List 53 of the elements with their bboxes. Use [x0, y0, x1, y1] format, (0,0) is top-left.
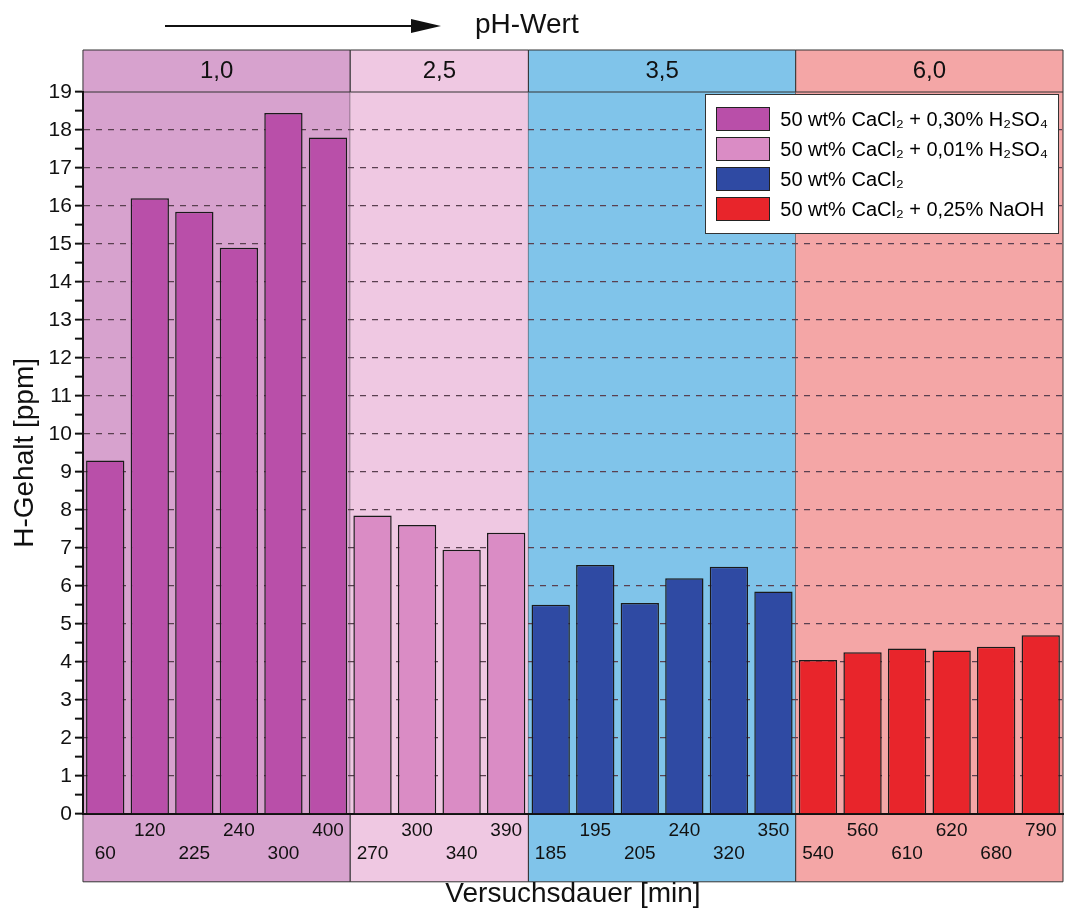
x-tick-label: 320: [713, 842, 745, 864]
y-tick-label: 8: [60, 496, 72, 520]
x-tick-label: 270: [356, 842, 389, 864]
y-tick-label: 5: [60, 610, 72, 634]
x-tick-label: 560: [846, 819, 879, 841]
x-axis-title: Versuchsdauer [min]: [445, 876, 701, 908]
y-tick-label: 1: [60, 762, 72, 786]
x-tick-label: 225: [178, 842, 211, 864]
y-tick-label: 19: [48, 78, 72, 102]
x-tick-label: 340: [445, 842, 478, 864]
y-tick-label: 11: [50, 382, 72, 406]
band-label: 3,5: [645, 55, 679, 83]
x-tick-label: 400: [312, 819, 344, 841]
x-tick-label: 610: [891, 842, 923, 864]
y-tick-label: 3: [60, 686, 72, 710]
y-tick-label: 10: [48, 420, 72, 444]
band-label: 6,0: [912, 55, 947, 83]
x-tick-label: 540: [802, 842, 834, 864]
x-tick-label: 240: [223, 819, 255, 841]
x-tick-label: 390: [490, 819, 523, 841]
legend-label: 50 wt% CaCl₂ + 0,30% H₂SO₄: [780, 107, 1048, 131]
y-tick-label: 13: [48, 306, 72, 330]
y-tick-label: 12: [48, 344, 72, 368]
y-axis-title: H-Gehalt [ppm]: [7, 357, 39, 548]
x-tick-label: 185: [534, 842, 567, 864]
y-tick-label: 4: [60, 648, 73, 672]
x-tick-label: 620: [935, 819, 968, 841]
band-label: 1,0: [199, 55, 234, 83]
x-tick-label: 205: [623, 842, 656, 864]
x-tick-label: 195: [579, 819, 612, 841]
y-tick-label: 17: [48, 154, 72, 178]
y-tick-label: 2: [60, 724, 72, 748]
x-tick-label: 60: [94, 842, 116, 864]
y-tick-label: 14: [48, 268, 73, 292]
y-tick-label: 16: [48, 192, 72, 216]
x-tick-label: 680: [980, 842, 1013, 864]
x-tick-label: 240: [668, 819, 701, 841]
chart-title: pH-Wert: [475, 8, 579, 40]
legend-label: 50 wt% CaCl₂ + 0,25% NaOH: [780, 197, 1045, 221]
y-tick-label: 0: [60, 800, 72, 824]
x-tick-label: 120: [133, 819, 166, 841]
y-tick-label: 6: [60, 572, 72, 596]
y-tick-label: 18: [48, 116, 72, 140]
legend-label: 50 wt% CaCl₂: [780, 167, 904, 191]
band-label: 2,5: [422, 55, 457, 83]
legend-label: 50 wt% CaCl₂ + 0,01% H₂SO₄: [780, 137, 1048, 161]
x-tick-label: 300: [401, 819, 433, 841]
y-tick-label: 7: [60, 534, 72, 558]
y-tick-label: 9: [60, 458, 72, 482]
y-tick-label: 15: [48, 230, 72, 254]
x-tick-label: 350: [757, 819, 790, 841]
x-tick-label: 790: [1024, 819, 1057, 841]
x-tick-label: 300: [267, 842, 300, 864]
